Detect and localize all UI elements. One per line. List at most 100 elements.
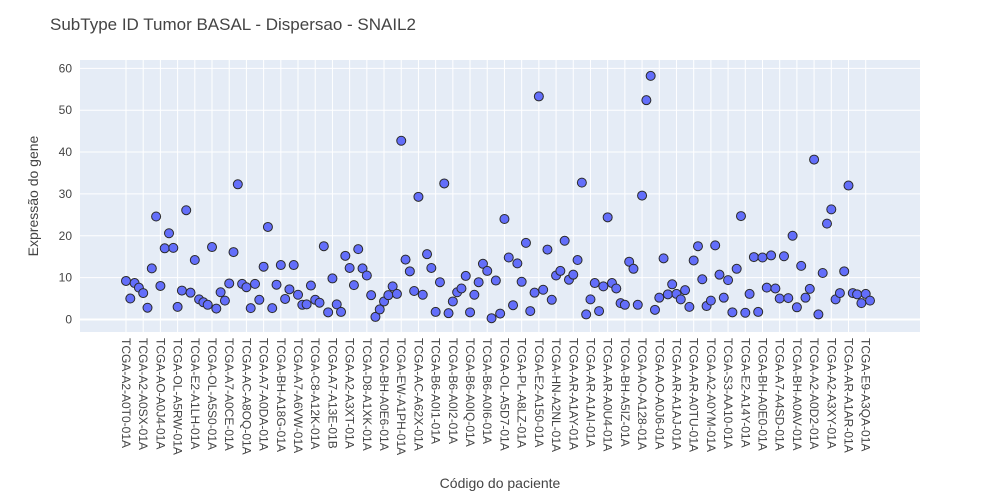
data-point[interactable] (723, 275, 734, 286)
data-point[interactable] (400, 254, 411, 265)
data-point[interactable] (409, 285, 420, 296)
data-point[interactable] (508, 300, 519, 311)
data-point[interactable] (774, 293, 785, 304)
data-point[interactable] (271, 279, 282, 290)
data-point[interactable] (460, 270, 471, 281)
data-point[interactable] (512, 258, 523, 269)
data-point[interactable] (710, 240, 721, 251)
data-point[interactable] (675, 294, 686, 305)
data-point[interactable] (632, 299, 643, 310)
data-point[interactable] (258, 261, 269, 272)
data-point[interactable] (572, 255, 583, 266)
data-point[interactable] (142, 302, 153, 313)
data-point[interactable] (370, 311, 381, 322)
data-point[interactable] (168, 242, 179, 253)
data-point[interactable] (344, 262, 355, 273)
data-point[interactable] (275, 260, 286, 271)
data-point[interactable] (624, 256, 635, 267)
data-point[interactable] (305, 280, 316, 291)
data-point[interactable] (125, 293, 136, 304)
data-point[interactable] (465, 307, 476, 318)
data-point[interactable] (456, 283, 467, 294)
data-point[interactable] (172, 301, 183, 312)
data-point[interactable] (817, 267, 828, 278)
data-point[interactable] (705, 295, 716, 306)
data-point[interactable] (245, 303, 256, 314)
data-point[interactable] (757, 252, 768, 263)
data-point[interactable] (348, 280, 359, 291)
data-point[interactable] (740, 307, 751, 318)
data-point[interactable] (684, 301, 695, 312)
data-point[interactable] (852, 289, 863, 300)
data-point[interactable] (232, 179, 243, 190)
data-point[interactable] (228, 247, 239, 258)
data-point[interactable] (598, 281, 609, 292)
data-point[interactable] (787, 230, 798, 241)
data-point[interactable] (323, 307, 334, 318)
data-point[interactable] (176, 285, 187, 296)
data-point[interactable] (254, 294, 265, 305)
data-point[interactable] (185, 287, 196, 298)
data-point[interactable] (753, 306, 764, 317)
data-point[interactable] (568, 269, 579, 280)
data-point[interactable] (538, 284, 549, 295)
data-point[interactable] (714, 269, 725, 280)
data-point[interactable] (387, 281, 398, 292)
data-point[interactable] (473, 277, 484, 288)
data-point[interactable] (331, 299, 342, 310)
data-point[interactable] (546, 294, 557, 305)
data-points[interactable] (121, 70, 875, 324)
data-point[interactable] (413, 191, 424, 202)
data-point[interactable] (155, 280, 166, 291)
data-point[interactable] (813, 309, 824, 320)
data-point[interactable] (637, 190, 648, 201)
data-point[interactable] (649, 304, 660, 315)
data-point[interactable] (654, 292, 665, 303)
data-point[interactable] (314, 297, 325, 308)
data-point[interactable] (542, 244, 553, 255)
data-point[interactable] (336, 306, 347, 317)
data-point[interactable] (727, 307, 738, 318)
data-point[interactable] (856, 298, 867, 309)
data-point[interactable] (619, 299, 630, 310)
data-point[interactable] (680, 285, 691, 296)
data-point[interactable] (520, 237, 531, 248)
data-point[interactable] (766, 250, 777, 261)
data-point[interactable] (224, 278, 235, 289)
data-point[interactable] (662, 289, 673, 300)
data-point[interactable] (735, 211, 746, 222)
data-point[interactable] (293, 289, 304, 300)
data-point[interactable] (821, 218, 832, 229)
data-point[interactable] (809, 154, 820, 165)
data-point[interactable] (181, 205, 192, 216)
data-point[interactable] (525, 306, 536, 317)
data-point[interactable] (353, 244, 364, 255)
data-point[interactable] (589, 278, 600, 289)
data-point[interactable] (151, 211, 162, 222)
data-point[interactable] (469, 289, 480, 300)
data-point[interactable] (778, 251, 789, 262)
data-point[interactable] (211, 303, 222, 314)
data-point[interactable] (267, 303, 278, 314)
data-point[interactable] (121, 275, 131, 286)
data-point[interactable] (482, 265, 493, 276)
data-point[interactable] (159, 243, 170, 254)
data-point[interactable] (366, 290, 377, 301)
data-point[interactable] (434, 277, 445, 288)
data-point[interactable] (658, 253, 669, 264)
data-point[interactable] (843, 180, 854, 191)
data-point[interactable] (417, 289, 428, 300)
data-point[interactable] (439, 178, 450, 189)
data-point[interactable] (426, 262, 437, 273)
data-point[interactable] (374, 304, 385, 315)
data-point[interactable] (164, 228, 175, 239)
data-point[interactable] (770, 283, 781, 294)
data-point[interactable] (839, 266, 850, 277)
data-point[interactable] (138, 288, 149, 299)
data-point[interactable] (396, 135, 407, 146)
data-point[interactable] (516, 276, 527, 287)
data-point[interactable] (340, 250, 351, 261)
data-point[interactable] (288, 260, 299, 271)
data-point[interactable] (301, 299, 312, 310)
data-point[interactable] (533, 91, 544, 102)
